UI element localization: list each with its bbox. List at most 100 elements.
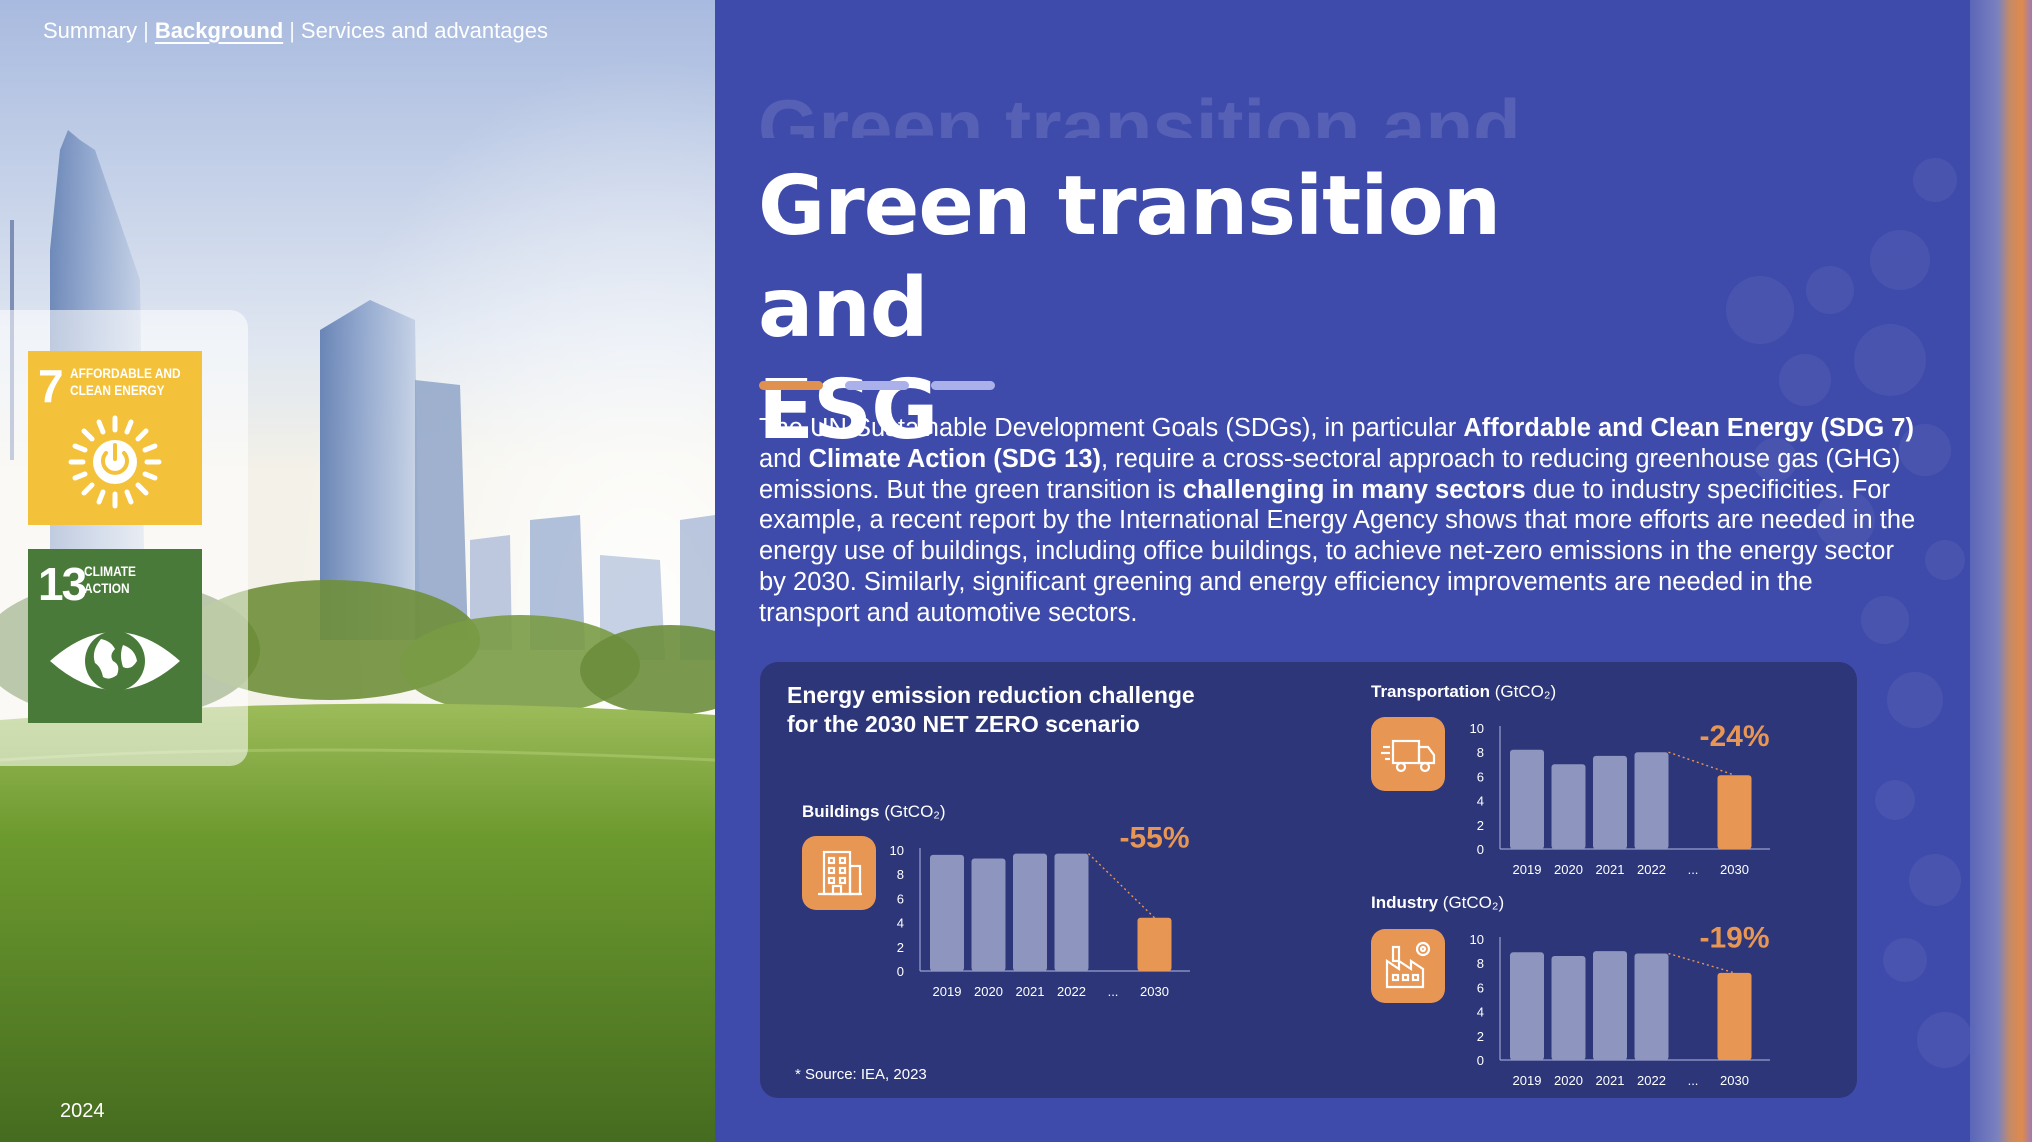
buildings-bar-2020 — [971, 858, 1006, 971]
buildings-change-label: -55% — [1119, 822, 1189, 855]
buildings-trend-connector — [1088, 853, 1155, 919]
building-icon — [802, 836, 876, 910]
buildings-xtick-label: ... — [1108, 984, 1119, 999]
transportation-xtick-label: 2019 — [1513, 862, 1542, 877]
sdg-13-badge: 13 CLIMATE ACTION — [28, 549, 202, 723]
transportation-bar-2022 — [1634, 752, 1669, 849]
power-sun-icon — [68, 415, 162, 509]
industry-xtick-label: ... — [1688, 1073, 1699, 1088]
page-title-line1: Green transition and — [758, 159, 1501, 356]
transportation-xtick-label: 2030 — [1720, 862, 1749, 877]
transportation-label-unit: (GtCO₂) — [1494, 682, 1557, 701]
title-underline-orange — [759, 381, 823, 390]
chart-panel-title: Energy emission reduction challenge for … — [787, 682, 1195, 737]
industry-ytick-label: 10 — [1470, 932, 1484, 947]
intro-text: due to industry specificities. For examp… — [759, 475, 1916, 627]
ghost-title: Green transition and — [758, 83, 1521, 138]
buildings-ytick-label: 4 — [897, 916, 904, 931]
transportation-bar-chart: 0 2 4 6 8 10 2019 2020 2021 2022... 2030 -24% — [1470, 720, 1770, 877]
industry-bar-2020 — [1551, 955, 1586, 1060]
page-title-line2: ESG — [758, 363, 938, 458]
intro-highlight-sdg7: Affordable and Clean Energy (SDG 7) — [1463, 414, 1914, 442]
industry-xtick-label: 2019 — [1513, 1073, 1542, 1088]
intro-highlight-sdg13: Climate Action (SDG 13) — [808, 444, 1101, 473]
buildings-bar-2021 — [1013, 853, 1047, 971]
transportation-chart-label: Transportation (GtCO₂) — [1371, 682, 1556, 702]
title-underline-lilac — [931, 381, 995, 390]
industry-change-label: -19% — [1699, 922, 1769, 955]
buildings-label-unit: (GtCO₂) — [884, 802, 946, 821]
breadcrumb-background[interactable]: Background — [154, 18, 284, 43]
sdg-13-label: CLIMATE ACTION — [84, 563, 136, 596]
transportation-bar-2020 — [1551, 764, 1586, 849]
buildings-ytick-label: 10 — [890, 843, 904, 858]
sdg-7-label-line2: CLEAN ENERGY — [70, 381, 165, 398]
sdg-7-badge: 7 AFFORDABLE AND CLEAN ENERGY — [28, 351, 202, 525]
industry-label-unit: (GtCO₂) — [1442, 893, 1505, 912]
industry-bar-2021 — [1593, 951, 1627, 1060]
industry-xtick-label: 2020 — [1554, 1073, 1583, 1088]
industry-xtick-label: 2030 — [1720, 1073, 1749, 1088]
factory-icon — [1371, 929, 1445, 1003]
buildings-ytick-label: 6 — [897, 891, 904, 906]
industry-ytick-label: 6 — [1477, 980, 1484, 995]
buildings-bar-chart: 0 2 4 6 8 10 2019 2020 2021 2022... 2030 -55% — [890, 822, 1190, 999]
industry-xtick-label: 2022 — [1637, 1073, 1666, 1088]
industry-bar-2019 — [1510, 952, 1544, 1060]
transportation-trend-connector — [1668, 751, 1735, 776]
industry-trend-connector — [1668, 952, 1735, 974]
sdg-13-number: 13 — [38, 558, 87, 610]
transportation-xtick-label: 2020 — [1554, 862, 1583, 877]
industry-ytick-label: 0 — [1477, 1053, 1484, 1068]
buildings-label-name: Buildings — [802, 802, 880, 821]
buildings-bar-2030 — [1137, 917, 1172, 971]
sdg-7-label-line1: AFFORDABLE AND — [70, 365, 181, 381]
breadcrumb-summary[interactable]: Summary — [43, 18, 138, 43]
industry-ytick-label: 4 — [1477, 1005, 1484, 1020]
intro-paragraph: The UN Sustainable Development Goals (SD… — [759, 413, 1919, 629]
page-title: Green transition and ESG — [758, 156, 1658, 462]
transportation-change-label: -24% — [1699, 720, 1769, 753]
breadcrumb: Summary | Background | Services and advantag… — [43, 18, 548, 44]
sdg-13-label-line1: CLIMATE — [84, 563, 137, 579]
year-label: 2024 — [60, 1100, 105, 1122]
buildings-ytick-label: 0 — [897, 964, 904, 979]
industry-chart-label: Industry (GtCO₂) — [1371, 893, 1504, 913]
decorative-dots — [1726, 158, 1970, 1068]
title-underline-lilac — [845, 381, 909, 390]
buildings-xtick-label: 2021 — [1016, 984, 1045, 999]
transportation-ytick-label: 2 — [1477, 818, 1484, 833]
buildings-xtick-label: 2022 — [1057, 984, 1086, 999]
intro-highlight-challenging: challenging in many sectors — [1182, 475, 1526, 504]
buildings-ytick-label: 8 — [897, 867, 904, 882]
eye-globe-icon — [50, 631, 180, 691]
buildings-xtick-label: 2030 — [1140, 984, 1169, 999]
industry-label-name: Industry — [1371, 893, 1439, 912]
sdg-7-label: AFFORDABLE AND CLEAN ENERGY — [70, 365, 181, 398]
sdg-7-number: 7 — [38, 360, 64, 412]
intro-text: and — [759, 444, 809, 473]
transportation-xtick-label: ... — [1688, 862, 1699, 877]
transportation-ytick-label: 6 — [1477, 769, 1484, 784]
buildings-xtick-label: 2019 — [933, 984, 962, 999]
transportation-ytick-label: 0 — [1477, 842, 1484, 857]
truck-icon — [1371, 717, 1445, 791]
industry-ytick-label: 8 — [1477, 956, 1484, 971]
hero-photo: Summary | Background | Services and advantag… — [0, 0, 715, 1142]
intro-text: The UN Sustainable Development Goals (SD… — [759, 414, 1464, 442]
transportation-ytick-label: 8 — [1477, 745, 1484, 760]
transportation-ytick-label: 10 — [1470, 721, 1484, 736]
breadcrumb-separator: | — [289, 18, 295, 43]
transportation-label-name: Transportation — [1371, 682, 1491, 701]
transportation-bar-2019 — [1510, 749, 1544, 849]
transportation-bar-2030 — [1717, 775, 1752, 849]
buildings-chart-label: Buildings (GtCO₂) — [802, 802, 946, 822]
intro-text: , require a cross-sectoral approach to r… — [759, 444, 1901, 504]
industry-bar-2030 — [1717, 972, 1752, 1060]
chart-source-note: * Source: IEA, 2023 — [795, 1066, 927, 1083]
transportation-xtick-label: 2021 — [1596, 862, 1625, 877]
breadcrumb-services-advantages[interactable]: Services and advantages — [300, 18, 548, 43]
industry-ytick-label: 2 — [1477, 1029, 1484, 1044]
breadcrumb-separator: | — [143, 18, 149, 43]
page-edge-accent — [1970, 0, 2032, 1142]
